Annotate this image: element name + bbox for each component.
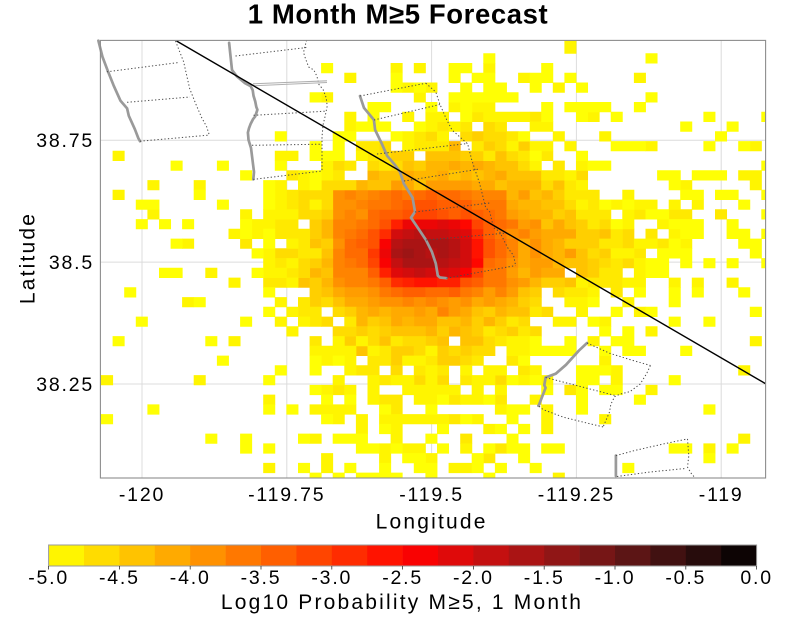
svg-text:-4.0: -4.0: [170, 567, 211, 589]
svg-text:0.0: 0.0: [740, 567, 773, 589]
svg-text:-119: -119: [699, 484, 744, 506]
svg-text:-4.5: -4.5: [99, 567, 140, 589]
svg-text:-119.5: -119.5: [399, 484, 464, 506]
svg-text:38.25: 38.25: [36, 374, 94, 396]
svg-text:Latitude: Latitude: [17, 212, 40, 304]
svg-text:-2.5: -2.5: [382, 567, 423, 589]
svg-text:-1.0: -1.0: [595, 567, 636, 589]
svg-text:-120: -120: [119, 484, 165, 506]
svg-text:-119.25: -119.25: [538, 484, 615, 506]
svg-text:-2.0: -2.0: [453, 567, 494, 589]
svg-text:Longitude: Longitude: [376, 510, 488, 533]
svg-text:-119.75: -119.75: [248, 484, 325, 506]
svg-text:-3.5: -3.5: [241, 567, 282, 589]
svg-text:-5.0: -5.0: [28, 567, 69, 589]
svg-text:-3.0: -3.0: [311, 567, 352, 589]
svg-text:-1.5: -1.5: [524, 567, 565, 589]
svg-text:38.5: 38.5: [49, 252, 94, 274]
svg-text:Log10 Probability M≥5, 1 Month: Log10 Probability M≥5, 1 Month: [221, 591, 583, 614]
svg-text:38.75: 38.75: [36, 130, 94, 152]
svg-text:-0.5: -0.5: [665, 567, 706, 589]
svg-text:1 Month M≥5 Forecast: 1 Month M≥5 Forecast: [248, 0, 549, 29]
